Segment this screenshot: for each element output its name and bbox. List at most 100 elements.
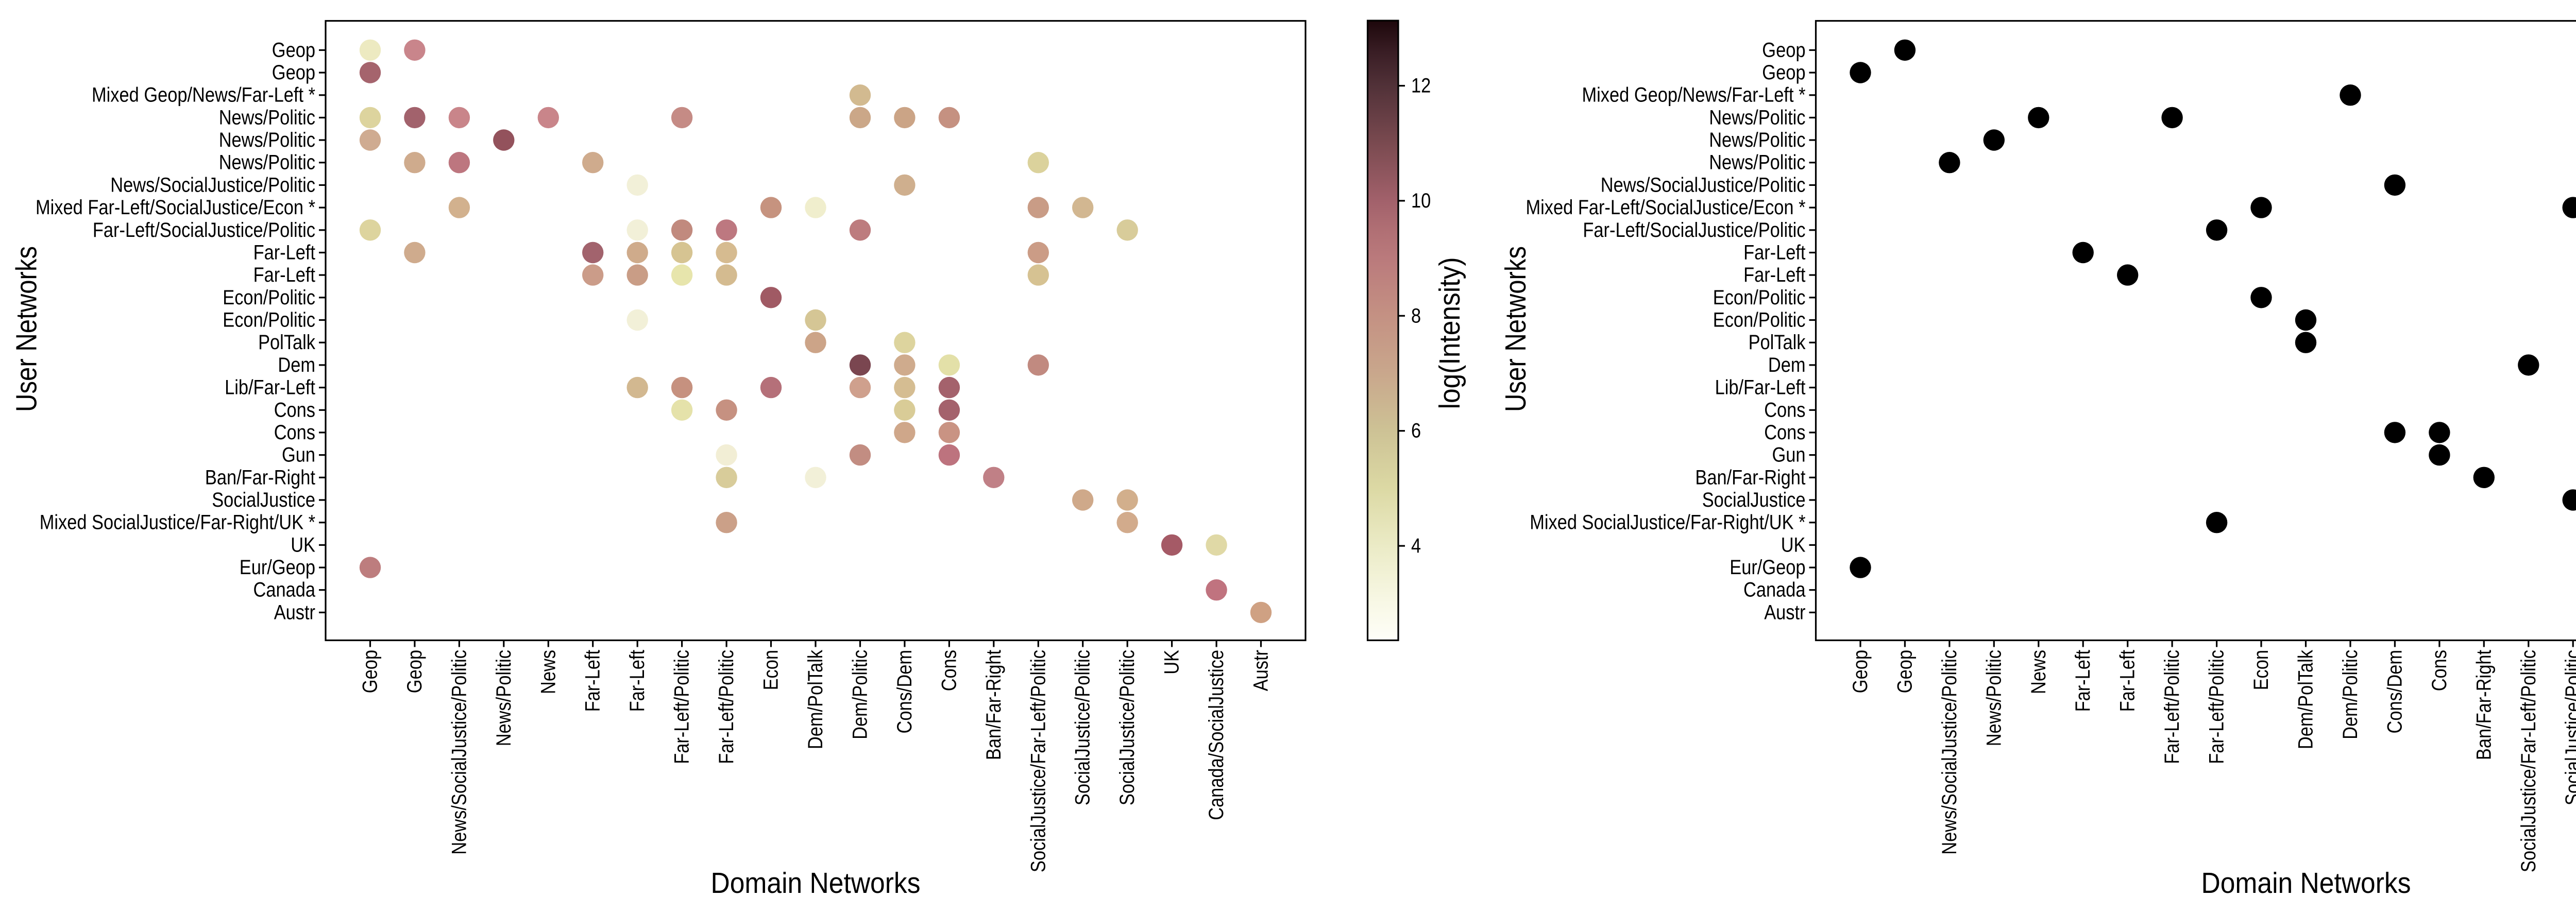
svg-text:News/SocialJustice/Politic: News/SocialJustice/Politic [1601,174,1806,196]
svg-text:log(Intensity): log(Intensity) [1433,257,1466,409]
svg-text:Cons/Dem: Cons/Dem [893,650,916,734]
svg-text:SocialJustice: SocialJustice [212,489,315,511]
svg-text:Mixed Far-Left/SocialJustice/E: Mixed Far-Left/SocialJustice/Econ * [1526,196,1806,219]
svg-text:News/Politic: News/Politic [219,106,315,129]
svg-text:Canada/SocialJustice: Canada/SocialJustice [1205,650,1228,820]
svg-text:Far-Left: Far-Left [1743,264,1805,286]
svg-text:Far-Left: Far-Left [2072,650,2094,712]
svg-text:Far-Left: Far-Left [253,242,315,264]
svg-text:Dem: Dem [278,354,315,376]
svg-text:Cons: Cons [1764,421,1805,444]
svg-text:Econ/Politic: Econ/Politic [223,309,315,332]
svg-text:Geop: Geop [1893,650,1916,693]
svg-text:Geop: Geop [403,650,426,693]
svg-text:Mixed Far-Left/SocialJustice/E: Mixed Far-Left/SocialJustice/Econ * [36,196,315,219]
svg-text:Far-Left/Politic: Far-Left/Politic [2206,650,2228,764]
svg-text:User Networks: User Networks [1499,246,1532,412]
svg-text:Far-Left: Far-Left [253,264,315,286]
svg-text:Lib/Far-Left: Lib/Far-Left [1715,376,1806,399]
svg-text:News/Politic: News/Politic [493,650,515,746]
svg-text:Dem/PolTalk: Dem/PolTalk [2295,649,2317,749]
svg-text:News/Politic: News/Politic [1709,106,1805,129]
svg-text:User Networks: User Networks [10,246,43,412]
svg-text:Far-Left/SocialJustice/Politic: Far-Left/SocialJustice/Politic [93,219,315,242]
svg-text:Far-Left/SocialJustice/Politic: Far-Left/SocialJustice/Politic [1583,219,1805,242]
svg-text:News/SocialJustice/Politic: News/SocialJustice/Politic [110,174,315,196]
svg-text:SocialJustice/Politic: SocialJustice/Politic [1116,650,1139,805]
svg-text:Canada: Canada [1743,579,1806,601]
svg-text:News/Politic: News/Politic [219,151,315,174]
svg-text:Ban/Far-Right: Ban/Far-Right [1695,466,1805,489]
svg-text:Gun: Gun [1772,444,1806,467]
svg-text:SocialJustice/Politic: SocialJustice/Politic [1072,650,1094,805]
svg-text:Geop: Geop [272,39,315,61]
svg-text:SocialJustice/Far-Left/Politic: SocialJustice/Far-Left/Politic [2517,650,2540,872]
svg-text:10: 10 [1411,189,1431,212]
svg-text:Eur/Geop: Eur/Geop [240,556,315,579]
svg-text:Econ/Politic: Econ/Politic [1713,286,1806,309]
svg-text:News/SocialJustice/Politic: News/SocialJustice/Politic [1938,650,1961,855]
svg-text:News: News [2027,650,2050,694]
svg-text:Ban/Far-Right: Ban/Far-Right [2472,650,2495,760]
svg-text:Cons: Cons [274,421,315,444]
svg-text:8: 8 [1411,304,1421,327]
svg-text:News/Politic: News/Politic [1709,151,1805,174]
svg-text:Far-Left/Politic: Far-Left/Politic [2161,650,2183,764]
svg-text:Econ/Politic: Econ/Politic [223,286,315,309]
svg-text:Ban/Far-Right: Ban/Far-Right [205,466,315,489]
svg-text:UK: UK [1781,533,1806,556]
svg-text:Mixed SocialJustice/Far-Right/: Mixed SocialJustice/Far-Right/UK * [40,511,315,534]
svg-text:Mixed Geop/News/Far-Left *: Mixed Geop/News/Far-Left * [1582,84,1806,107]
svg-text:Econ: Econ [2250,650,2273,690]
svg-text:Mixed Geop/News/Far-Left *: Mixed Geop/News/Far-Left * [92,84,315,107]
svg-text:News/Politic: News/Politic [1709,129,1805,151]
svg-text:Geop: Geop [1849,650,1872,693]
svg-text:Austr: Austr [274,601,315,624]
svg-text:Canada: Canada [253,579,316,601]
svg-text:Lib/Far-Left: Lib/Far-Left [225,376,315,399]
svg-text:Cons: Cons [938,650,960,691]
svg-text:Dem/Politic: Dem/Politic [849,650,872,739]
svg-text:Far-Left/Politic: Far-Left/Politic [671,650,693,764]
svg-text:Domain Networks: Domain Networks [711,867,921,900]
svg-text:PolTalk: PolTalk [1749,331,1806,354]
svg-text:4: 4 [1411,534,1421,557]
svg-text:UK: UK [291,533,315,556]
svg-text:Cons: Cons [1764,399,1805,421]
svg-text:News/Politic: News/Politic [219,129,315,151]
svg-text:Econ: Econ [760,650,783,690]
svg-text:Econ/Politic: Econ/Politic [1713,309,1806,332]
svg-text:Far-Left: Far-Left [626,650,649,712]
svg-text:Geop: Geop [272,61,315,84]
svg-text:SocialJustice/Politic: SocialJustice/Politic [2562,650,2576,805]
svg-text:Geop: Geop [1762,39,1805,61]
svg-text:PolTalk: PolTalk [258,331,316,354]
svg-text:Far-Left: Far-Left [2116,650,2139,712]
svg-text:Dem/PolTalk: Dem/PolTalk [804,649,827,749]
svg-text:Far-Left/Politic: Far-Left/Politic [715,650,738,764]
svg-text:Mixed SocialJustice/Far-Right/: Mixed SocialJustice/Far-Right/UK * [1530,511,1805,534]
svg-text:Dem: Dem [1768,354,1806,376]
svg-text:Eur/Geop: Eur/Geop [1730,556,1805,579]
svg-text:SocialJustice/Far-Left/Politic: SocialJustice/Far-Left/Politic [1027,650,1049,872]
svg-text:Dem/Politic: Dem/Politic [2339,650,2362,739]
svg-text:Geop: Geop [359,650,382,693]
svg-text:Austr: Austr [1250,650,1273,691]
svg-text:Domain Networks: Domain Networks [2201,867,2411,900]
svg-text:Austr: Austr [1764,601,1805,624]
svg-text:Far-Left: Far-Left [582,650,604,712]
svg-text:Gun: Gun [282,444,315,467]
svg-text:Cons: Cons [274,399,315,421]
svg-text:Cons/Dem: Cons/Dem [2383,650,2406,734]
svg-text:Ban/Far-Right: Ban/Far-Right [982,650,1005,760]
svg-text:Cons: Cons [2428,650,2451,691]
svg-text:12: 12 [1411,75,1431,97]
svg-text:6: 6 [1411,420,1421,442]
svg-text:News: News [537,650,560,694]
svg-text:News/SocialJustice/Politic: News/SocialJustice/Politic [448,650,470,855]
svg-text:Geop: Geop [1762,61,1805,84]
svg-text:SocialJustice: SocialJustice [1702,489,1806,511]
svg-text:UK: UK [1161,650,1183,675]
svg-text:Far-Left: Far-Left [1743,242,1805,264]
svg-text:News/Politic: News/Politic [1982,650,2005,746]
